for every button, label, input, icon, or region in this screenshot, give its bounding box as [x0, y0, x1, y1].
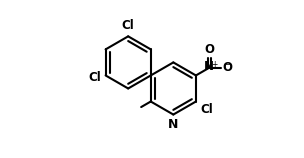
Text: Cl: Cl — [201, 103, 213, 116]
Text: −: − — [224, 60, 230, 69]
Text: O: O — [205, 43, 215, 56]
Text: Cl: Cl — [88, 70, 101, 84]
Text: +: + — [211, 60, 218, 69]
Text: Cl: Cl — [122, 19, 135, 32]
Text: N: N — [204, 60, 214, 73]
Text: N: N — [168, 118, 178, 131]
Text: O: O — [222, 61, 232, 74]
